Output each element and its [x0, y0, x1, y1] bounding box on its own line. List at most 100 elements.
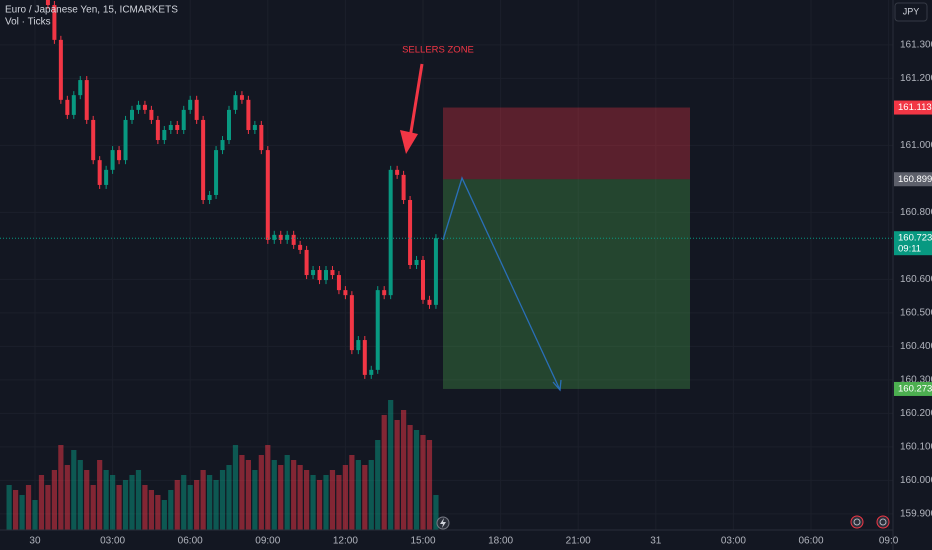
candle-body — [162, 129, 167, 141]
volume-bar — [303, 470, 310, 530]
candle-body — [414, 259, 419, 265]
volume-bar — [310, 475, 316, 530]
volume-bar — [420, 435, 426, 530]
price-tag-label: 160.899 — [898, 174, 932, 185]
volume-bar — [394, 420, 400, 530]
y-tick-label: 160.800 — [900, 207, 932, 218]
y-tick-label: 161.300 — [900, 40, 932, 51]
volume-bar — [413, 430, 420, 530]
x-tick-label: 06:00 — [178, 536, 203, 547]
price-tag-label: 160.723 — [898, 233, 932, 244]
volume-bar — [252, 470, 258, 530]
volume-bar — [19, 495, 25, 530]
candle-body — [226, 109, 232, 141]
price-tag — [894, 231, 932, 256]
volume-bar — [142, 485, 148, 530]
volume-bar — [426, 440, 433, 530]
candle-body — [84, 80, 89, 120]
candle-body — [91, 119, 96, 161]
volume-bar — [51, 470, 58, 530]
candle-body — [58, 39, 63, 100]
candle-body — [349, 295, 354, 351]
candle-body — [369, 369, 374, 375]
candle-body — [317, 270, 322, 281]
x-tick-label: 09:0 — [879, 536, 899, 547]
volume-bar — [84, 470, 90, 530]
target-zone — [443, 179, 690, 389]
y-tick-label: 161.200 — [900, 73, 932, 84]
volume-bar — [97, 460, 103, 530]
candle-body — [149, 109, 154, 120]
y-tick-label: 160.000 — [900, 475, 932, 486]
price-tag — [894, 100, 932, 115]
volume-bar — [388, 400, 394, 530]
x-tick-label: 06:00 — [798, 536, 823, 547]
volume-bar — [155, 495, 161, 530]
candle-body — [246, 99, 251, 130]
volume-bar — [71, 450, 77, 530]
candle-body — [382, 290, 387, 296]
volume-bar — [226, 465, 232, 530]
candle-body — [420, 259, 426, 300]
candle-body — [117, 150, 122, 161]
currency-button[interactable] — [894, 2, 928, 22]
x-tick-label: 21:00 — [566, 536, 591, 547]
candle-body — [175, 124, 180, 130]
x-tick-label: 09:00 — [255, 536, 280, 547]
sellers-arrow[interactable] — [400, 63, 424, 154]
volume-bar — [362, 465, 368, 530]
candle-body — [433, 238, 438, 305]
candle-body — [336, 275, 341, 291]
candle-body — [201, 119, 206, 201]
candle-body — [272, 234, 277, 240]
volume-bar — [90, 485, 96, 530]
volume-bar — [32, 500, 38, 530]
volume-bar — [116, 485, 122, 530]
volume-bar — [6, 485, 12, 530]
candle-body — [52, 5, 57, 40]
candle-body — [207, 194, 212, 201]
volume-bar — [129, 475, 135, 530]
candle-body — [65, 99, 70, 115]
candle-body — [71, 95, 76, 115]
candle-body — [304, 249, 309, 276]
position-tool[interactable] — [443, 107, 690, 389]
volume-bar — [77, 460, 83, 530]
candle-body — [427, 299, 432, 305]
candle-body — [181, 109, 186, 130]
candle-body — [136, 104, 141, 110]
candle-body — [129, 109, 135, 120]
y-tick-label: 160.500 — [900, 308, 932, 319]
volume-bar — [38, 475, 45, 530]
candle-body — [401, 174, 406, 201]
currency[interactable]: JPY — [903, 6, 920, 16]
candles — [45, 0, 438, 379]
volume-bar — [103, 470, 109, 530]
candle-body — [285, 234, 290, 240]
annotation: SELLERS ZONE — [402, 45, 474, 56]
volume-bar — [148, 490, 155, 530]
volume-bar — [407, 425, 413, 530]
volume-bar — [336, 475, 342, 530]
volume-bar — [291, 460, 297, 530]
volume-bar — [12, 490, 19, 530]
candle-body — [220, 140, 225, 151]
candle-body — [168, 124, 173, 130]
candle-body — [188, 99, 193, 110]
volume-bar — [278, 465, 284, 530]
volume-bar — [433, 495, 439, 530]
projection-arrow[interactable] — [442, 176, 562, 392]
candle-body — [356, 340, 361, 351]
x-tick-label: 31 — [650, 536, 662, 547]
candle-body — [311, 270, 316, 276]
volume-bar — [213, 480, 219, 530]
candle-body — [142, 104, 147, 110]
volume-bar — [122, 480, 129, 530]
candle-body — [408, 200, 413, 265]
price-tag-label: 160.273 — [898, 383, 932, 394]
candle-body — [233, 95, 238, 110]
candle-body — [298, 244, 303, 250]
volume-bar — [297, 465, 303, 530]
price-tag — [894, 172, 932, 187]
volume-bar — [200, 470, 206, 530]
